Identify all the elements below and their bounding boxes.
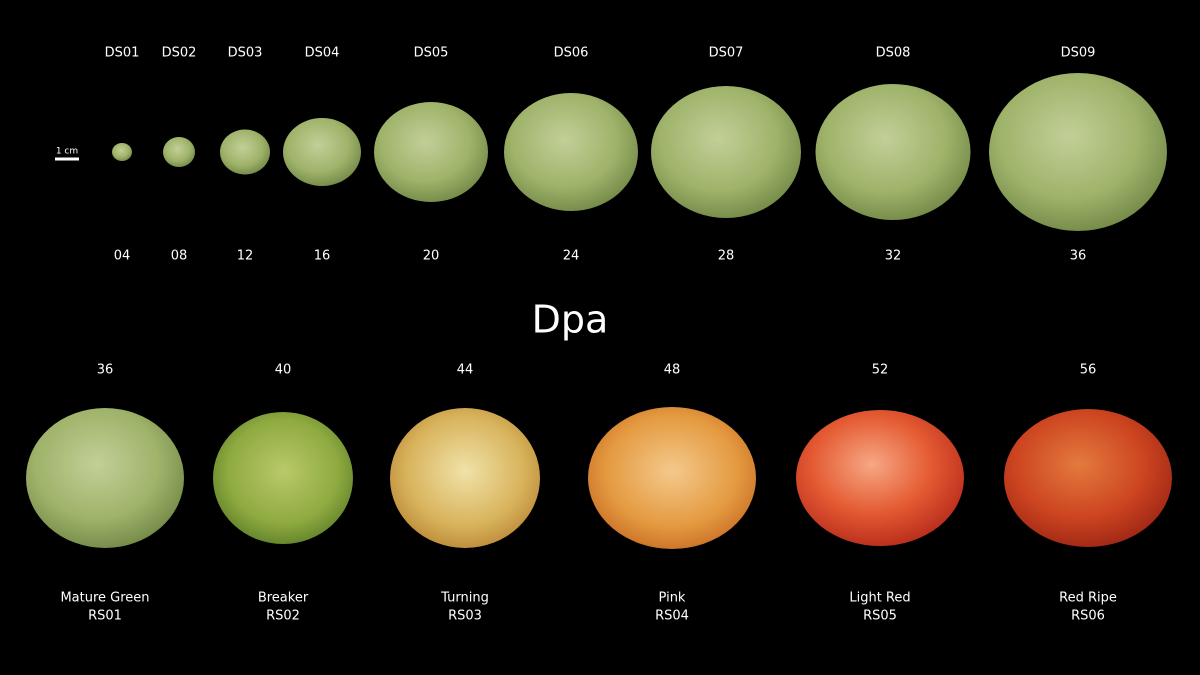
stage-code: DS04	[305, 46, 340, 61]
stage-code: RS06	[1071, 609, 1105, 624]
stage-name: Pink	[659, 591, 686, 606]
fruit	[26, 408, 184, 548]
stage-code: DS07	[709, 46, 744, 61]
scale-bar-label: 1 cm	[56, 147, 78, 157]
stage-name: Turning	[440, 591, 489, 606]
stage-code: RS03	[448, 609, 482, 624]
stage-code: RS02	[266, 609, 300, 624]
stage-dpa: 44	[457, 363, 474, 378]
stage-name: Red Ripe	[1059, 591, 1117, 606]
stage-dpa: 28	[718, 249, 735, 264]
fruit	[989, 73, 1167, 231]
stage-code: RS05	[863, 609, 897, 624]
fruit	[504, 93, 638, 211]
stage-dpa: 12	[237, 249, 254, 264]
stage-dpa: 36	[1070, 249, 1087, 264]
stage-dpa: 20	[423, 249, 440, 264]
fruit	[390, 408, 540, 548]
stage-dpa: 40	[275, 363, 292, 378]
stage-dpa: 56	[1080, 363, 1097, 378]
stage-dpa: 16	[314, 249, 331, 264]
stage-code: RS04	[655, 609, 689, 624]
stage-code: DS06	[554, 46, 589, 61]
fruit	[163, 137, 195, 167]
stage-code: DS08	[876, 46, 911, 61]
stage-code: DS03	[228, 46, 263, 61]
stage-name: Light Red	[849, 591, 910, 606]
axis-label: Dpa	[532, 298, 609, 342]
fruit	[1004, 409, 1172, 547]
stage-code: DS05	[414, 46, 449, 61]
fruit	[283, 118, 361, 186]
stage-code: RS01	[88, 609, 122, 624]
fruit	[220, 129, 270, 175]
stage-dpa: 04	[114, 249, 131, 264]
stage-name: Breaker	[258, 591, 309, 606]
fruit	[374, 102, 488, 202]
fruit	[213, 412, 353, 544]
stage-dpa: 24	[563, 249, 580, 264]
stage-dpa: 08	[171, 249, 188, 264]
stage-code: DS02	[162, 46, 197, 61]
stage-name: Mature Green	[60, 591, 149, 606]
stage-dpa: 36	[97, 363, 114, 378]
stage-dpa: 52	[872, 363, 889, 378]
fruit	[588, 407, 756, 549]
fruit	[651, 86, 801, 218]
fruit	[796, 410, 964, 546]
fruit	[815, 84, 971, 220]
stage-code: DS09	[1061, 46, 1096, 61]
stage-dpa: 32	[885, 249, 902, 264]
fruit	[112, 143, 132, 161]
stage-dpa: 48	[664, 363, 681, 378]
stage-code: DS01	[105, 46, 140, 61]
